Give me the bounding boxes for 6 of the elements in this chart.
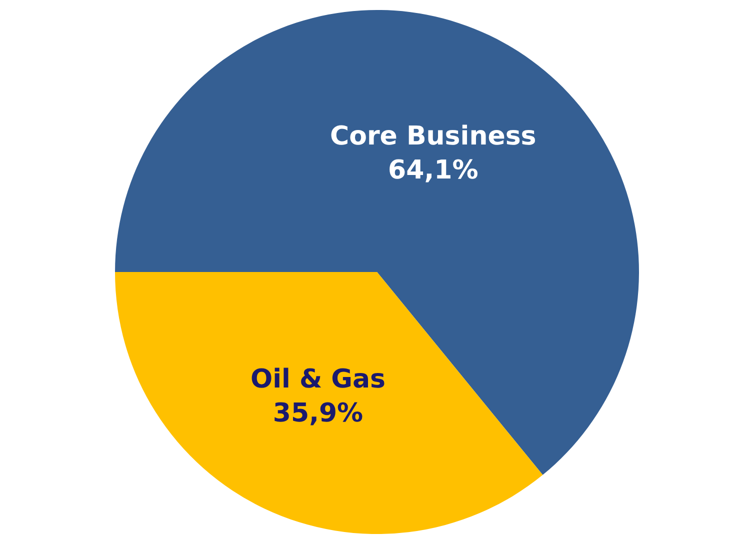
- pie-slice: [115, 10, 639, 475]
- slice-label: Core Business: [330, 122, 536, 152]
- pie-slice: [115, 272, 543, 534]
- slice-label: Oil & Gas: [250, 364, 386, 394]
- data-label: 64,1%: [388, 156, 478, 186]
- data-label: 35,9%: [272, 398, 364, 428]
